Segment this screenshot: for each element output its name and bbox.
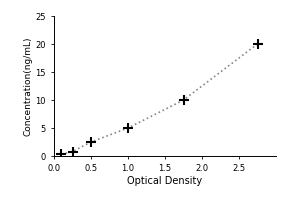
Y-axis label: Concentration(ng/mL): Concentration(ng/mL) — [23, 36, 32, 136]
X-axis label: Optical Density: Optical Density — [128, 176, 202, 186]
